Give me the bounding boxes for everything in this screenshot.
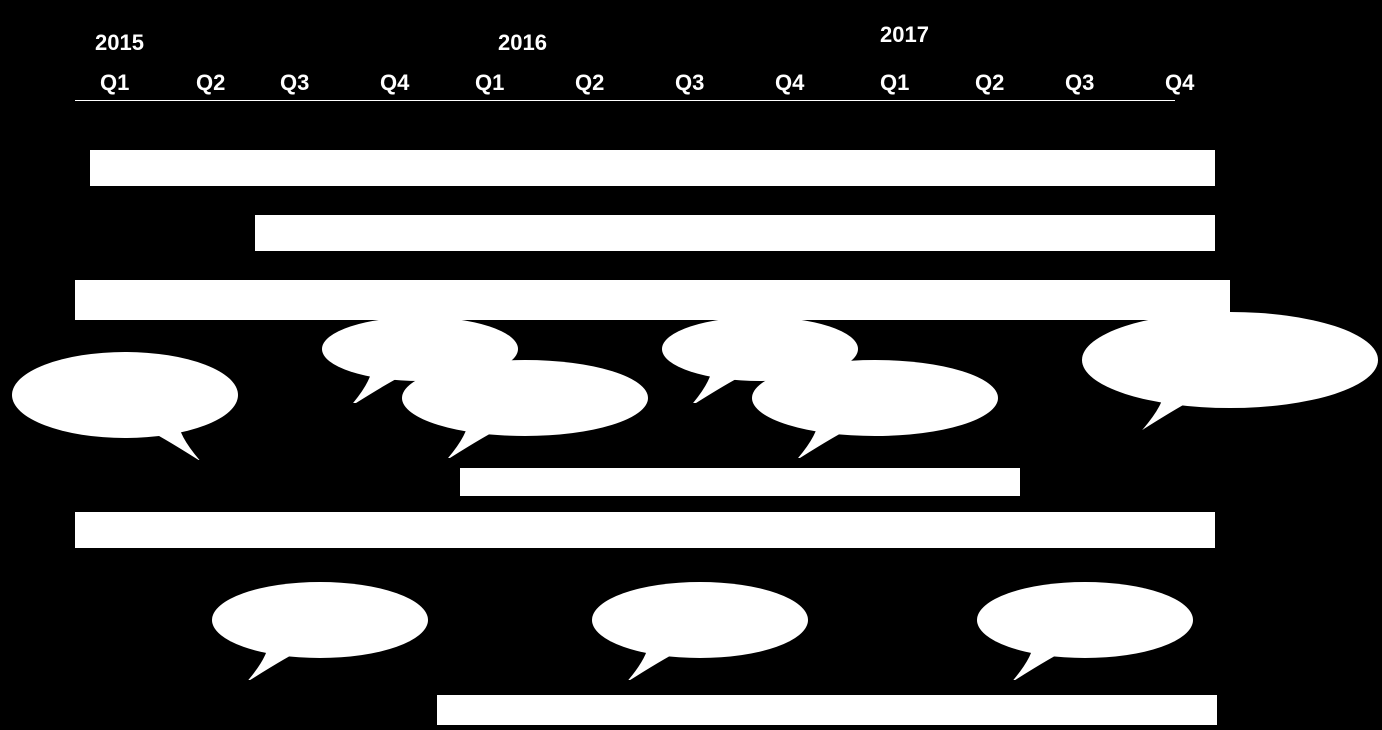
year-label: 2015	[95, 30, 144, 56]
speech-bubble-icon	[210, 580, 430, 680]
quarter-label: Q4	[775, 70, 804, 96]
quarter-label: Q2	[975, 70, 1004, 96]
speech-bubble-icon	[975, 580, 1195, 680]
gantt-bar	[75, 280, 1230, 320]
speech-bubble-icon	[1080, 310, 1380, 430]
speech-bubble-icon	[10, 350, 240, 460]
quarter-label: Q1	[880, 70, 909, 96]
timeline-canvas: 2015 2016 2017 Q1 Q2 Q3 Q4 Q1 Q2 Q3 Q4 Q1 Q2 Q3 Q4	[0, 0, 1382, 730]
gantt-bar	[75, 512, 1215, 548]
quarter-label: Q4	[1165, 70, 1194, 96]
speech-bubble-icon	[400, 358, 650, 458]
quarter-label: Q4	[380, 70, 409, 96]
gantt-bar	[90, 150, 1215, 186]
quarter-label: Q3	[1065, 70, 1094, 96]
gantt-bar	[255, 215, 1215, 251]
quarter-label: Q3	[675, 70, 704, 96]
year-label: 2016	[498, 30, 547, 56]
year-label: 2017	[880, 22, 929, 48]
timeline-axis	[75, 100, 1175, 101]
speech-bubble-icon	[590, 580, 810, 680]
quarter-label: Q3	[280, 70, 309, 96]
gantt-bar	[437, 695, 1217, 725]
quarter-label: Q2	[196, 70, 225, 96]
speech-bubble-icon	[750, 358, 1000, 458]
gantt-bar	[460, 468, 1020, 496]
quarter-label: Q1	[100, 70, 129, 96]
quarter-label: Q1	[475, 70, 504, 96]
quarter-label: Q2	[575, 70, 604, 96]
